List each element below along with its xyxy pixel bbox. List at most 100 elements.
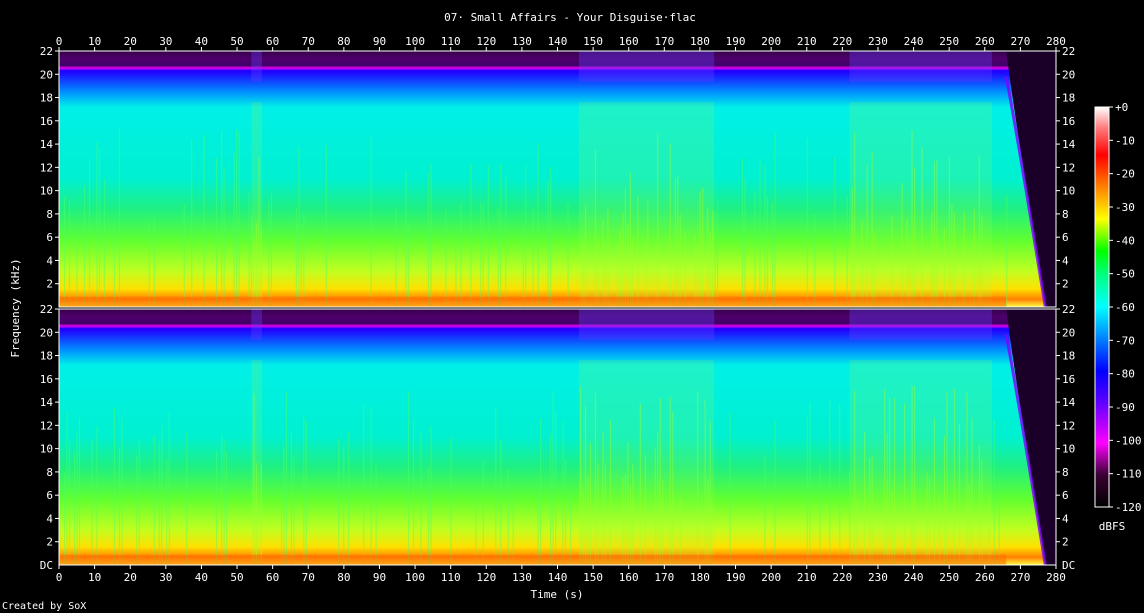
energy-streak [532,208,534,307]
energy-streak [260,463,263,565]
x-tick-label-bottom: 140 [548,571,568,584]
energy-streak [216,451,218,565]
channel-1-bands [59,51,1056,308]
energy-streak [622,477,624,565]
energy-streak [981,458,983,565]
x-tick-label-bottom: 230 [868,571,888,584]
energy-streak [709,232,711,307]
energy-streak [921,147,923,307]
fade-out-edge [1004,76,1047,308]
x-axis-label: Time (s) [531,588,584,601]
energy-streak [908,238,911,307]
colorbar-tick-label: -70 [1115,334,1135,347]
energy-streak [938,497,941,565]
energy-streak [806,416,808,565]
energy-streak [933,418,936,565]
energy-streak [629,172,631,307]
loud-section [251,360,262,565]
energy-streak [500,439,502,565]
energy-streak [677,176,679,307]
x-tick-label-top: 120 [476,35,496,48]
x-tick-label-top: 230 [868,35,888,48]
x-tick-label-bottom: 10 [88,571,101,584]
energy-streak [153,217,155,307]
energy-streak [594,393,597,565]
x-tick-label-bottom: 180 [690,571,710,584]
x-tick-label-bottom: 20 [124,571,137,584]
energy-streak [103,179,106,307]
energy-streak [744,177,746,307]
energy-streak [943,435,946,565]
fade-out-edge [1004,334,1047,566]
y-tick-label: 14 [40,138,54,151]
y-tick-label: 8 [46,466,53,479]
energy-streak [280,487,283,565]
energy-streak [370,136,372,307]
energy-streak [669,396,671,565]
colorbar-tick-label: -90 [1115,401,1135,414]
energy-streak [221,434,223,565]
y-tick-label: 8 [1062,466,1069,479]
energy-streak [113,407,116,565]
loud-section-top [578,51,715,82]
x-tick-label-top: 250 [939,35,959,48]
y-tick-label: 10 [1062,185,1075,198]
channel-1-plot [58,50,1057,308]
energy-streak [270,193,273,307]
energy-streak [624,473,626,565]
x-tick-label-bottom: 250 [939,571,959,584]
energy-streak [809,402,811,565]
energy-streak [113,222,116,307]
energy-streak [906,219,908,307]
energy-streak [221,130,223,307]
y-tick-label: 18 [1062,92,1075,105]
energy-streak [537,491,539,565]
energy-streak [981,214,983,307]
energy-streak [993,419,995,565]
energy-streak [88,159,91,307]
x-tick-label-top: 170 [654,35,674,48]
energy-streak [657,431,659,565]
x-tick-label-top: 40 [195,35,208,48]
energy-streak [582,238,584,307]
y-tick-label: 2 [46,536,53,549]
energy-streak [717,201,719,307]
energy-streak [913,167,916,307]
energy-streak [834,157,836,307]
energy-streak [250,216,253,307]
x-tick-label-bottom: 90 [373,571,386,584]
energy-streak [579,386,582,565]
energy-streak [901,183,903,307]
energy-streak [407,225,410,307]
x-tick-label-bottom: 50 [230,571,243,584]
colorbar-ticks: +0 -10 -20 -30 -40 -50 -60 -70 -80 -90 -100 -110 -12… [1109,101,1142,514]
y-tick-label: 2 [1062,278,1069,291]
energy-streak [63,197,66,307]
colorbar-tick-label: -60 [1115,301,1135,314]
energy-streak [819,464,821,565]
energy-streak [988,494,990,565]
energy-streak [63,473,66,565]
energy-streak [953,389,956,565]
y-tick-label: 4 [1062,254,1069,267]
y-tick-label: 6 [1062,489,1069,502]
colorbar-tick-label: -50 [1115,268,1135,281]
energy-streak [806,137,808,307]
energy-streak [933,161,936,307]
energy-streak [522,224,524,307]
x-tick-label-bottom: 80 [337,571,350,584]
fade-out-region [1006,51,1056,307]
x-tick-label-bottom: 280 [1046,571,1066,584]
energy-streak [886,433,888,565]
energy-streak [255,222,258,307]
x-tick-label-top: 280 [1046,35,1066,48]
y-axis-label: Frequency (kHz) [9,258,22,357]
energy-streak [759,158,761,307]
fade-out-region [1006,309,1056,565]
energy-streak [293,455,295,565]
energy-streak [607,208,609,307]
colorbar: +0 -10 -20 -30 -40 -50 -60 -70 -80 -90 -100 -110 -12… [1094,101,1142,533]
energy-streak [884,389,886,565]
energy-streak [96,142,98,307]
energy-streak [68,440,71,565]
